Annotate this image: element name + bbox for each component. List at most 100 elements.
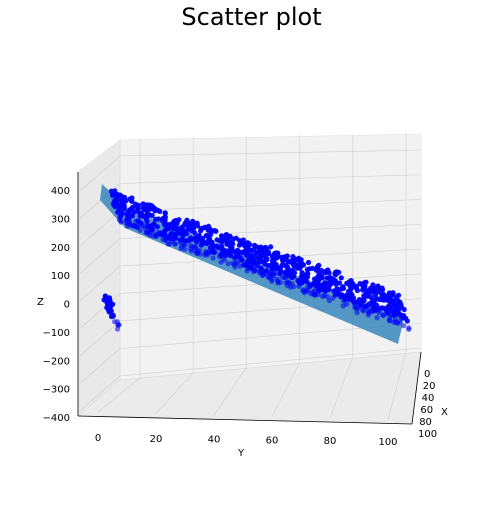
x-tick-label: 80 (419, 417, 432, 428)
scatter-point (262, 253, 268, 259)
scatter-point (223, 252, 229, 258)
scatter-point (160, 237, 166, 243)
scatter-point (289, 268, 295, 274)
scatter-point (395, 298, 401, 304)
scatter-point (230, 241, 236, 247)
scatter-point (387, 318, 393, 324)
scatter-point (366, 310, 372, 316)
scatter-point (153, 216, 159, 222)
scatter-point (305, 259, 312, 266)
scatter-point (108, 308, 114, 314)
scatter-point (219, 238, 225, 244)
scatter-point (326, 270, 332, 276)
scatter-point (249, 247, 255, 253)
z-tick-label: −200 (43, 356, 70, 367)
scatter-point (135, 218, 141, 224)
z-tick-label: −400 (43, 413, 70, 424)
scatter-point (162, 222, 168, 228)
z-grid-line (119, 174, 422, 184)
scatter-point (332, 271, 338, 277)
scatter-point (364, 293, 370, 299)
scatter-point (141, 222, 147, 229)
scatter-point (220, 248, 226, 255)
scatter-point (118, 219, 124, 225)
scatter-point (155, 229, 161, 235)
scatter-point (165, 241, 171, 247)
scatter-point (257, 268, 263, 274)
scatter-point (113, 196, 119, 203)
scatter-point (188, 235, 194, 241)
scatter-point (147, 223, 153, 230)
z-grid-line (119, 347, 422, 377)
z-axis-label: Z (37, 297, 44, 308)
y-floor-grid-line (155, 372, 194, 414)
y-floor-grid-line (271, 362, 300, 417)
scatter-point (297, 279, 303, 285)
scatter-point (385, 310, 391, 316)
scatter-point (269, 278, 275, 284)
scatter-point (129, 198, 135, 204)
scatter-point (209, 242, 216, 248)
z-grid-line-side (79, 155, 121, 192)
scatter-point (330, 279, 336, 285)
scatter-point (374, 315, 380, 321)
scatter-point (111, 192, 117, 198)
scatter-point (194, 250, 200, 256)
scatter-point (121, 205, 127, 212)
scatter-point (277, 271, 283, 277)
scatter-point (318, 284, 324, 290)
scatter-point (320, 293, 326, 299)
scatter-point (317, 288, 323, 294)
scatter-point (400, 313, 406, 319)
scatter-point (283, 254, 289, 261)
scatter-point (191, 225, 197, 231)
scatter-point (115, 209, 121, 215)
scatter-point (244, 268, 250, 274)
z-tick-label: −300 (43, 385, 70, 396)
x-tick-label: 40 (422, 393, 435, 404)
z-grid-line-side (79, 210, 121, 247)
scatter-point (338, 286, 344, 292)
scatter-point (335, 290, 341, 296)
scatter-point (190, 220, 196, 226)
scatter-point (225, 261, 231, 267)
scatter-point (282, 274, 288, 280)
axis-lines (77, 172, 422, 425)
scatter-point (172, 241, 178, 247)
scatter-point (214, 237, 220, 243)
z-grid-line-side (79, 238, 121, 274)
scatter-point (324, 294, 331, 300)
scatter-point (221, 257, 228, 263)
scatter-point (252, 267, 258, 273)
x-tick-label: 60 (420, 405, 433, 416)
y-tick-label: 60 (266, 435, 279, 446)
scatter-point (178, 245, 184, 252)
scatter-point (391, 319, 397, 325)
y-tick-label: 100 (378, 437, 397, 448)
scatter-point (274, 276, 280, 282)
y-floor-grid-line (387, 351, 407, 421)
scatter-point (265, 274, 271, 280)
scatter-point (256, 247, 262, 253)
z-tick-label: 300 (51, 214, 70, 225)
z-grid-line-side (79, 293, 121, 329)
scatter-point (183, 219, 189, 225)
scatter-point (144, 211, 150, 217)
z-tick-label: 0 (64, 300, 70, 311)
scatter-point (381, 297, 387, 303)
z-grid-line-side (79, 265, 121, 302)
scatter-point (380, 312, 386, 318)
scatter-point (144, 218, 150, 224)
scatter-point (291, 273, 297, 280)
scatter-point (210, 255, 216, 261)
scatter-point (360, 287, 366, 293)
scatter-point (106, 295, 113, 301)
scatter-point (301, 290, 308, 296)
scatter-point (395, 311, 401, 317)
scatter-point (141, 206, 147, 212)
z-grid-line-side (79, 375, 121, 412)
scatter-point (237, 249, 243, 255)
z-grid-line-side (79, 320, 121, 357)
scatter-point (135, 206, 141, 212)
scatter-point (110, 201, 116, 207)
